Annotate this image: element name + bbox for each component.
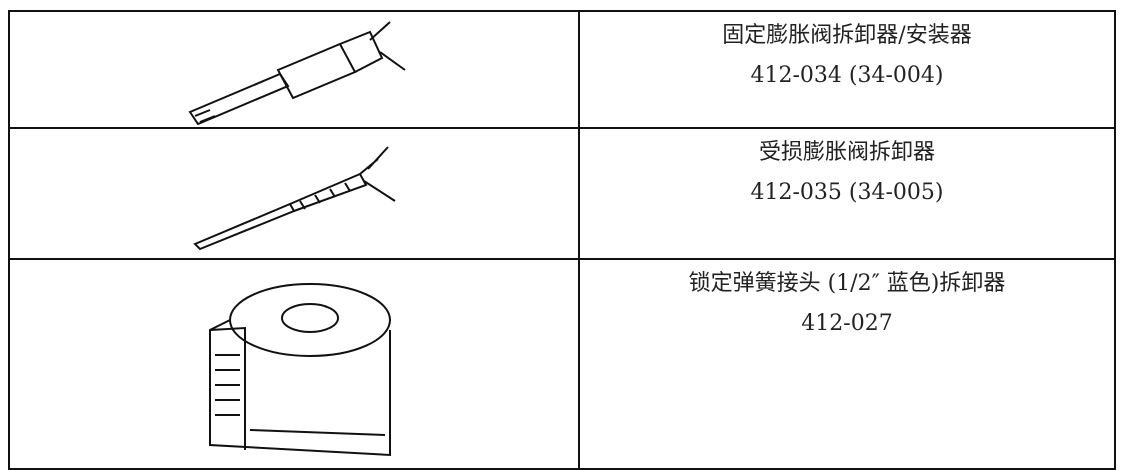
tool-name: 锁定弹簧接头 (1/2″ 蓝色)拆卸器 [688, 271, 1006, 296]
tool-code: 412-035 (34-005) [750, 180, 944, 205]
tool-name: 固定膨胀阀拆卸器/安装器 [722, 23, 972, 48]
tool-image-cell [8, 127, 580, 260]
tool-text-cell: 固定膨胀阀拆卸器/安装器 412-034 (34-004) [578, 10, 1116, 129]
tool-table: 固定膨胀阀拆卸器/安装器 412-034 (34-004) 受损膨胀阀拆卸器 4… [8, 10, 1116, 470]
tool-text-cell: 受损膨胀阀拆卸器 412-035 (34-005) [578, 127, 1116, 260]
table-row: 受损膨胀阀拆卸器 412-035 (34-005) [8, 127, 1116, 260]
tool-code: 412-034 (34-004) [750, 63, 944, 88]
tool-drawing [188, 21, 406, 125]
tool-name: 受损膨胀阀拆卸器 [758, 140, 935, 165]
tool-code: 412-027 [801, 311, 893, 336]
tool-image-cell [8, 258, 580, 470]
table-row: 锁定弹簧接头 (1/2″ 蓝色)拆卸器 412-027 [8, 258, 1116, 470]
tool-drawing [193, 146, 396, 251]
tool-image-cell [8, 10, 580, 129]
tool-drawing [209, 283, 391, 457]
tool-text-cell: 锁定弹簧接头 (1/2″ 蓝色)拆卸器 412-027 [578, 258, 1116, 470]
table-row: 固定膨胀阀拆卸器/安装器 412-034 (34-004) [8, 10, 1116, 129]
